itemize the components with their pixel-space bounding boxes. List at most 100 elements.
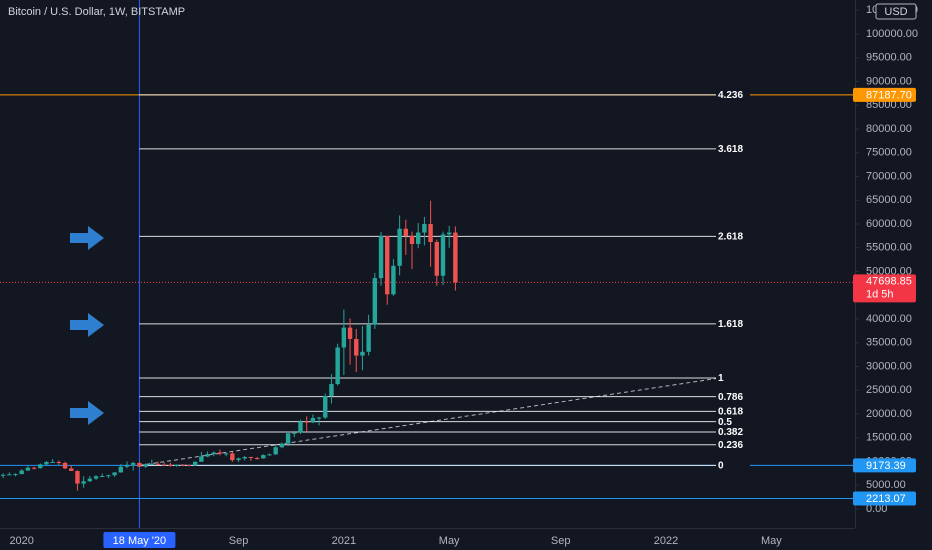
countdown-label: 1d 5h bbox=[866, 288, 894, 300]
x-tick-label: Sep bbox=[551, 535, 571, 547]
x-tick-label: Sep bbox=[229, 535, 249, 547]
candle-body bbox=[267, 454, 272, 456]
candle-body bbox=[7, 474, 12, 476]
candle-body bbox=[347, 327, 353, 339]
price-axis: 0.005000.0010000.0015000.0020000.0025000… bbox=[853, 4, 918, 515]
candle-body bbox=[372, 278, 378, 325]
candle-body bbox=[378, 235, 384, 279]
y-tick-label: 60000.00 bbox=[866, 218, 912, 230]
fib-label-bg bbox=[716, 142, 750, 155]
fib-level-label: 0.5 bbox=[718, 417, 732, 428]
fib-level-label: 0.382 bbox=[718, 427, 743, 438]
candle-body bbox=[211, 452, 216, 455]
y-tick-label: 5000.00 bbox=[866, 479, 906, 491]
candle-body bbox=[453, 232, 458, 283]
arrow-icon bbox=[70, 401, 104, 425]
fib-label-bg bbox=[716, 459, 750, 472]
candle-body bbox=[19, 470, 24, 475]
fib-label-bg bbox=[716, 438, 750, 451]
y-tick-label: 15000.00 bbox=[866, 432, 912, 444]
x-tick-label: 2020 bbox=[9, 535, 33, 547]
candle-body bbox=[87, 478, 93, 482]
price-badge bbox=[853, 491, 916, 506]
candle-body bbox=[0, 474, 6, 476]
fib-level-label: 4.236 bbox=[718, 90, 743, 101]
y-tick-label: 95000.00 bbox=[866, 52, 912, 64]
y-tick-label: 55000.00 bbox=[866, 242, 912, 254]
candle-body bbox=[38, 464, 43, 469]
y-tick-label: 50000.00 bbox=[866, 265, 912, 277]
candle-body bbox=[254, 457, 260, 459]
y-tick-label: 75000.00 bbox=[866, 147, 912, 159]
candle-body bbox=[81, 481, 86, 484]
candle-body bbox=[31, 467, 37, 469]
candle-body bbox=[242, 456, 247, 459]
y-tick-label: 65000.00 bbox=[866, 194, 912, 206]
candle-body bbox=[304, 421, 309, 423]
candle-body bbox=[273, 447, 278, 455]
y-tick-label: 70000.00 bbox=[866, 170, 912, 182]
candle-body bbox=[62, 462, 68, 469]
fib-level-label: 0.618 bbox=[718, 407, 743, 418]
currency-badge[interactable] bbox=[875, 3, 917, 20]
candle-body bbox=[112, 472, 117, 476]
candle-body bbox=[143, 464, 148, 467]
y-tick-label: 20000.00 bbox=[866, 408, 912, 420]
candle-body bbox=[298, 421, 303, 433]
candle-body bbox=[137, 462, 142, 467]
candle-body bbox=[316, 417, 322, 419]
price-badge-label: 87187.70 bbox=[866, 89, 912, 101]
candle-body bbox=[217, 452, 223, 454]
y-tick-label: 80000.00 bbox=[866, 123, 912, 135]
fib-label-bg bbox=[716, 230, 750, 243]
fib-level-label: 3.618 bbox=[718, 144, 743, 155]
fib-level-label: 2.618 bbox=[718, 232, 743, 243]
candle-body bbox=[223, 453, 229, 455]
candle-body bbox=[100, 475, 105, 477]
candle-body bbox=[168, 464, 173, 467]
candle-body bbox=[279, 443, 285, 448]
last-price-badge bbox=[853, 274, 916, 303]
candle-body bbox=[161, 464, 167, 466]
candle-body bbox=[149, 463, 154, 465]
fib-label-bg bbox=[716, 88, 750, 101]
y-tick-label: 0.00 bbox=[866, 503, 887, 515]
price-badge-label: 9173.39 bbox=[866, 460, 906, 472]
candle-body bbox=[391, 265, 396, 295]
fib-level-label: 1 bbox=[718, 373, 724, 384]
candle-body bbox=[366, 324, 371, 352]
candle-body bbox=[75, 471, 80, 484]
candle-body bbox=[323, 395, 328, 418]
candle-body bbox=[446, 232, 452, 235]
y-tick-label: 25000.00 bbox=[866, 384, 912, 396]
candle-body bbox=[69, 468, 74, 472]
candle-body bbox=[341, 327, 347, 348]
fib-label-bg bbox=[716, 405, 750, 418]
candle-body bbox=[285, 433, 291, 444]
candle-body bbox=[131, 462, 136, 465]
candle-body bbox=[106, 475, 111, 477]
candle-body bbox=[409, 235, 415, 244]
candle-body bbox=[310, 418, 316, 423]
fib-label-bg bbox=[716, 390, 750, 403]
candle-body bbox=[205, 454, 210, 457]
x-tick-label: 2021 bbox=[332, 535, 356, 547]
fib-label-bg bbox=[716, 317, 750, 330]
crosshair-date-label: 18 May '20 bbox=[113, 535, 166, 547]
candle-body bbox=[25, 467, 31, 471]
candle-body bbox=[180, 464, 185, 466]
y-tick-label: 85000.00 bbox=[866, 99, 912, 111]
fib-level-label: 0 bbox=[718, 461, 724, 472]
candle-body bbox=[397, 228, 402, 266]
candle-body bbox=[261, 455, 266, 459]
fib-label-bg bbox=[716, 415, 750, 428]
arrow-icon bbox=[70, 226, 104, 250]
candle-body bbox=[428, 224, 433, 243]
candle-body bbox=[335, 347, 340, 385]
candle-body bbox=[354, 338, 359, 356]
candle-body bbox=[329, 384, 334, 396]
candle-body bbox=[192, 461, 198, 466]
candle-body bbox=[50, 461, 55, 463]
